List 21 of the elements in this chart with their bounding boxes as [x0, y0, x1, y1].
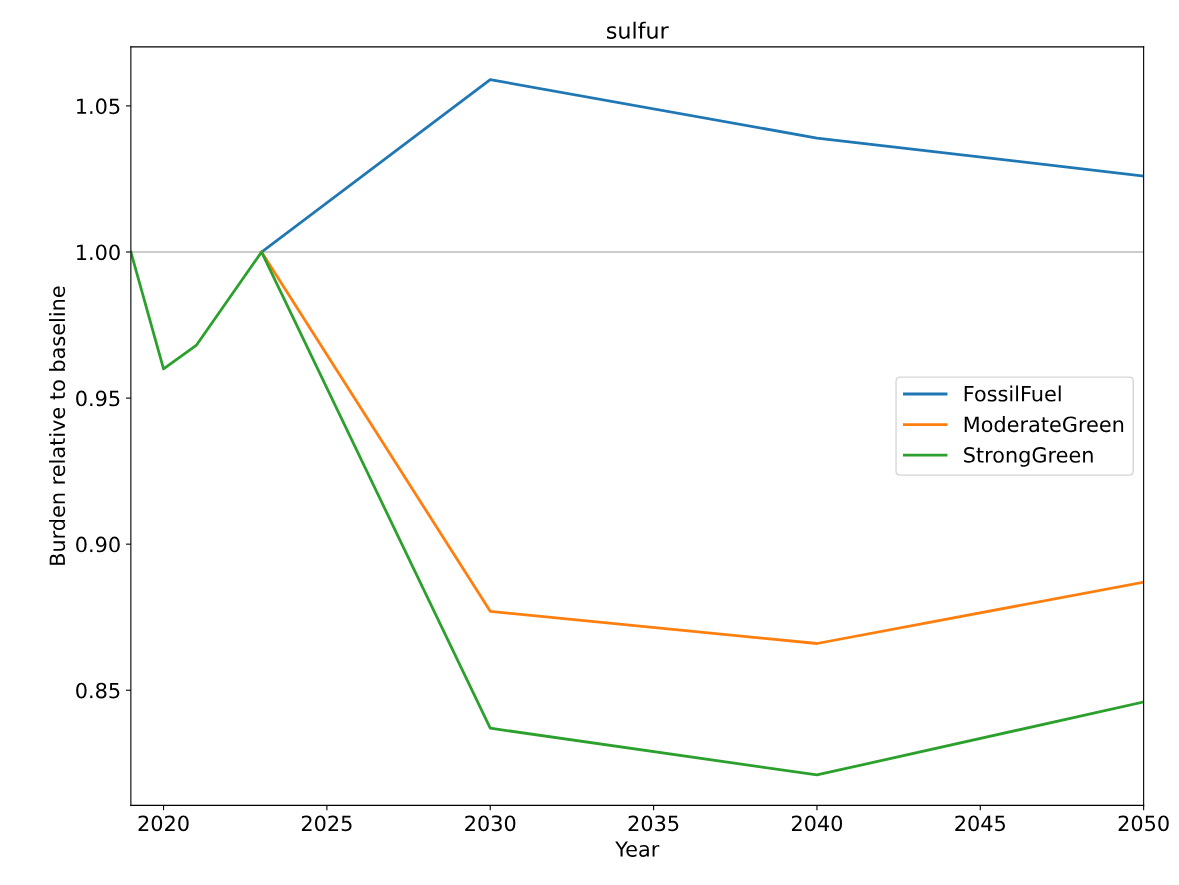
x-tick-label: 2025	[301, 815, 352, 832]
line-series	[260, 250, 1144, 645]
y-tick-label: 1.05	[77, 98, 120, 115]
line-series	[260, 78, 1144, 254]
legend-label: ModerateGreen	[964, 416, 1124, 433]
x-tick-label: 2030	[465, 815, 516, 832]
y-tick-label: 0.95	[76, 390, 120, 407]
chart-title: sulfur	[607, 21, 669, 39]
x-tick-label: 2045	[955, 815, 1005, 832]
legend-label: FossilFuel	[964, 385, 1061, 402]
line-series	[130, 250, 1144, 777]
x-tick-label: 2020	[138, 815, 189, 832]
x-tick-label: 2040	[791, 815, 843, 832]
y-tick-label: 1.00	[77, 244, 120, 261]
y-tick-label: 0.90	[76, 536, 120, 553]
x-tick-label: 2035	[628, 815, 679, 832]
x-tick-label: 2050	[1118, 815, 1169, 832]
x-axis-title: Year	[615, 841, 660, 857]
y-tick-label: 0.85	[76, 682, 120, 699]
legend-label: StrongGreen	[964, 446, 1093, 467]
y-axis-title: Burden relative to baseline	[49, 286, 66, 565]
